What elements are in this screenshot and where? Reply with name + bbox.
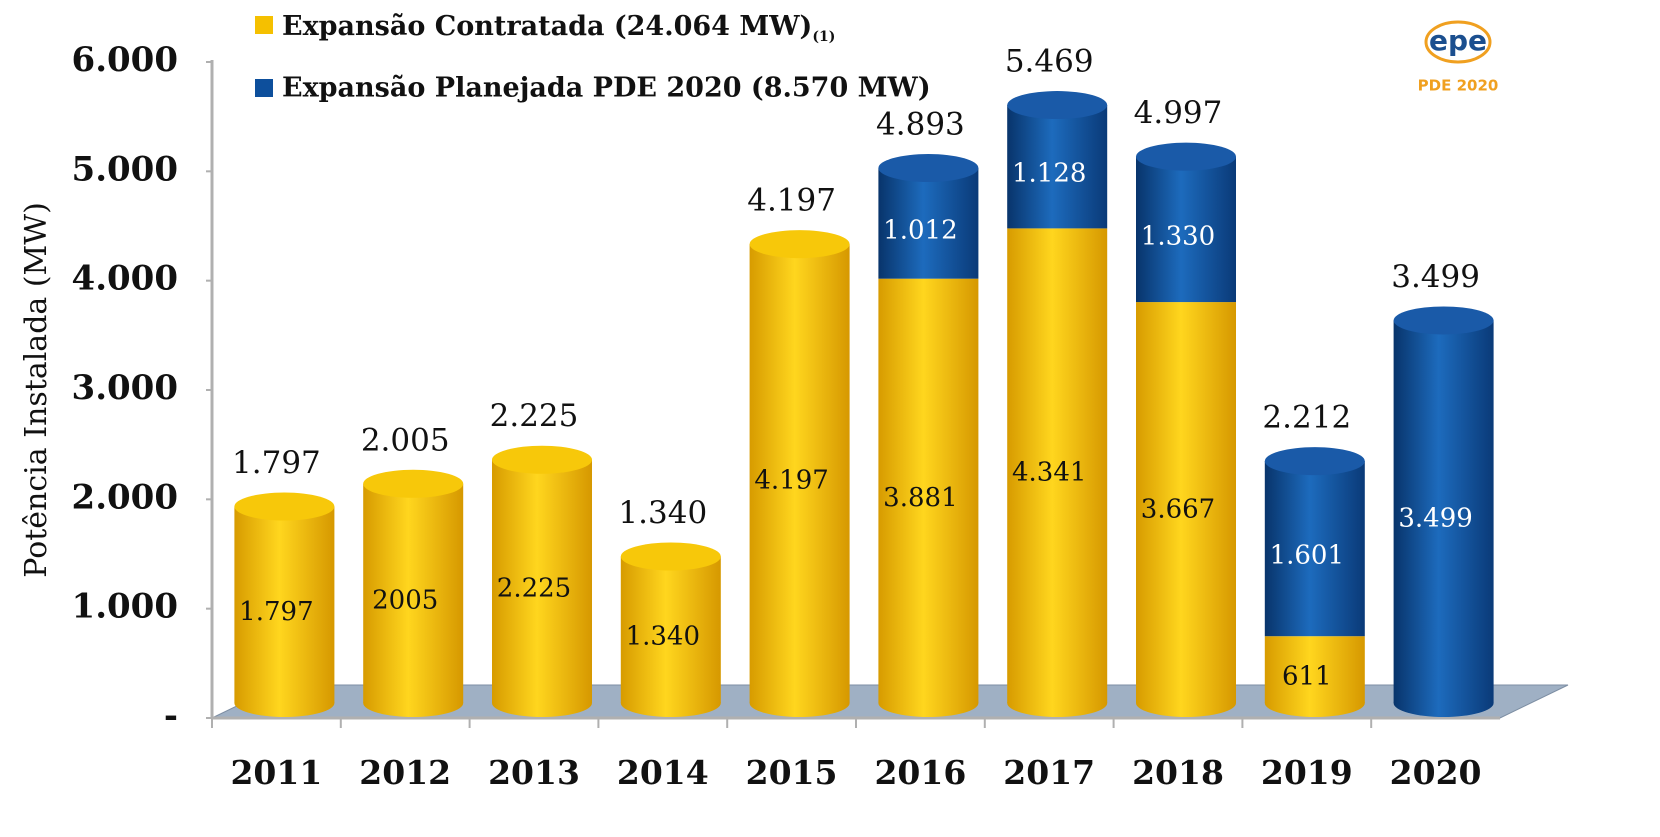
bar [1393, 320, 1494, 703]
total-label: 4.893 [876, 107, 965, 143]
value-label: 1.601 [1270, 541, 1344, 571]
value-label: 1.330 [1141, 221, 1215, 251]
bar-cap [1264, 447, 1365, 476]
bar [749, 244, 850, 704]
logo-subtitle: PDE 2020 [1418, 77, 1499, 95]
value-label: 4.341 [1012, 458, 1086, 488]
total-label: 2.005 [361, 422, 450, 458]
value-label: 1.797 [239, 597, 313, 627]
logo-ring [1424, 20, 1492, 64]
legend-footnote: (1) [812, 29, 835, 45]
bar [492, 459, 592, 703]
bar [1136, 156, 1236, 303]
bar [363, 483, 464, 703]
value-label: 611 [1282, 662, 1332, 692]
bar [1264, 636, 1365, 703]
value-label: 2.225 [497, 573, 571, 603]
bar [620, 556, 721, 703]
bar [878, 168, 979, 279]
total-label: 5.469 [1005, 44, 1094, 80]
legend-swatch [255, 79, 273, 97]
x-tick-label: 2020 [1390, 753, 1482, 792]
bar [1007, 228, 1108, 703]
x-tick-label: 2016 [874, 753, 966, 792]
bar [1136, 302, 1236, 703]
bar-cap [234, 492, 335, 521]
y-tick-label: 1.000 [72, 587, 178, 627]
total-label: 3.499 [1391, 259, 1480, 295]
value-label: 2005 [372, 585, 438, 615]
y-tick-label: 6.000 [72, 40, 178, 80]
legend-swatch [255, 16, 273, 34]
bar-cap [1007, 91, 1108, 120]
y-tick-label: 4.000 [72, 259, 178, 299]
x-tick-label: 2014 [617, 753, 709, 792]
total-label: 1.340 [618, 495, 707, 531]
x-tick-label: 2018 [1132, 753, 1224, 792]
legend-text: Expansão Contratada (24.064 MW) [282, 11, 812, 42]
total-label: 4.197 [747, 183, 836, 219]
bar [878, 278, 979, 703]
total-label: 2.225 [490, 398, 579, 434]
x-tick-label: 2011 [230, 753, 322, 792]
y-tick-label: 5.000 [72, 149, 178, 189]
total-label: 4.997 [1134, 95, 1223, 131]
logo: epe [1429, 24, 1487, 57]
value-label: 1.340 [626, 622, 700, 652]
bar-cap [1136, 142, 1236, 171]
bar [1007, 105, 1108, 229]
x-tick-label: 2012 [359, 753, 451, 792]
bar-cap [492, 445, 592, 474]
bar-cap [1393, 306, 1494, 335]
y-tick-label: 3.000 [72, 368, 178, 408]
value-label: 4.197 [754, 466, 828, 496]
legend-label: Expansão Contratada (24.064 MW)(1) [282, 11, 835, 46]
x-tick-label: 2015 [746, 753, 838, 792]
value-label: 3.881 [883, 483, 957, 513]
legend-label: Expansão Planejada PDE 2020 (8.570 MW) [282, 73, 931, 104]
y-tick-label: - [164, 696, 178, 736]
bar [234, 506, 335, 703]
x-tick-label: 2019 [1261, 753, 1353, 792]
total-label: 1.797 [232, 445, 321, 481]
y-axis-label: Potência Instalada (MW) [19, 202, 54, 578]
value-label: 3.499 [1398, 504, 1472, 534]
y-tick-label: 2.000 [72, 477, 178, 517]
bar-cap [749, 230, 850, 259]
bar [1264, 461, 1365, 637]
bar-cap [363, 469, 464, 498]
value-label: 1.012 [883, 215, 957, 245]
value-label: 1.128 [1012, 159, 1086, 189]
bar-cap [620, 542, 721, 571]
total-label: 2.212 [1262, 400, 1351, 436]
x-tick-label: 2013 [488, 753, 580, 792]
value-label: 3.667 [1141, 495, 1215, 525]
x-tick-label: 2017 [1003, 753, 1095, 792]
bar-cap [878, 154, 979, 183]
